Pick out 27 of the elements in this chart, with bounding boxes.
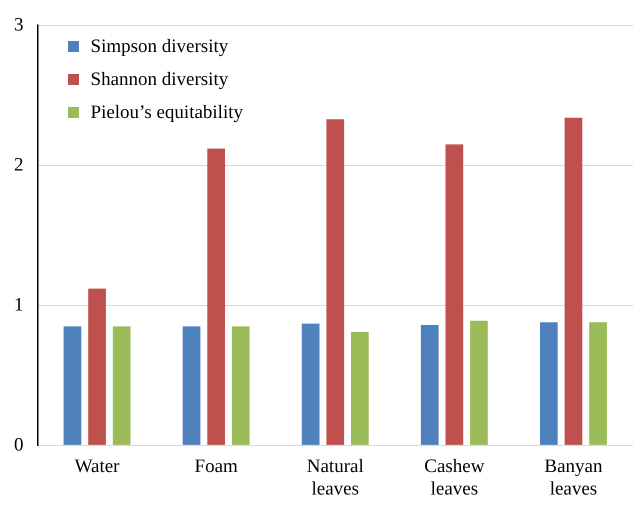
y-tick-label: 2: [14, 154, 24, 176]
bar: [589, 322, 607, 445]
bar: [182, 326, 200, 445]
y-tick-label: 3: [14, 14, 24, 36]
bar: [64, 326, 82, 445]
bar: [351, 332, 369, 445]
legend-label: Simpson diversity: [90, 36, 228, 58]
bar: [302, 324, 320, 445]
bar: [207, 148, 226, 445]
bar: [232, 326, 250, 445]
x-tick-label: Banyan leaves: [544, 456, 603, 500]
y-tick-label: 0: [14, 434, 24, 456]
x-tick-label: Natural leaves: [306, 456, 364, 500]
bar: [540, 322, 558, 445]
bar: [445, 144, 464, 445]
y-tick-label: 1: [14, 294, 24, 316]
legend-label: Shannon diversity: [90, 68, 228, 91]
bar: [112, 326, 131, 445]
x-tick-label: Foam: [194, 456, 238, 477]
bar: [88, 288, 106, 445]
bar: [564, 118, 582, 445]
x-tick-label: Cashew leaves: [424, 456, 485, 500]
x-tick-label: Water: [74, 456, 120, 477]
bar: [420, 325, 439, 445]
bar: [326, 119, 344, 445]
bar: [470, 320, 488, 445]
legend-label: Pielou’s equitability: [90, 102, 244, 124]
